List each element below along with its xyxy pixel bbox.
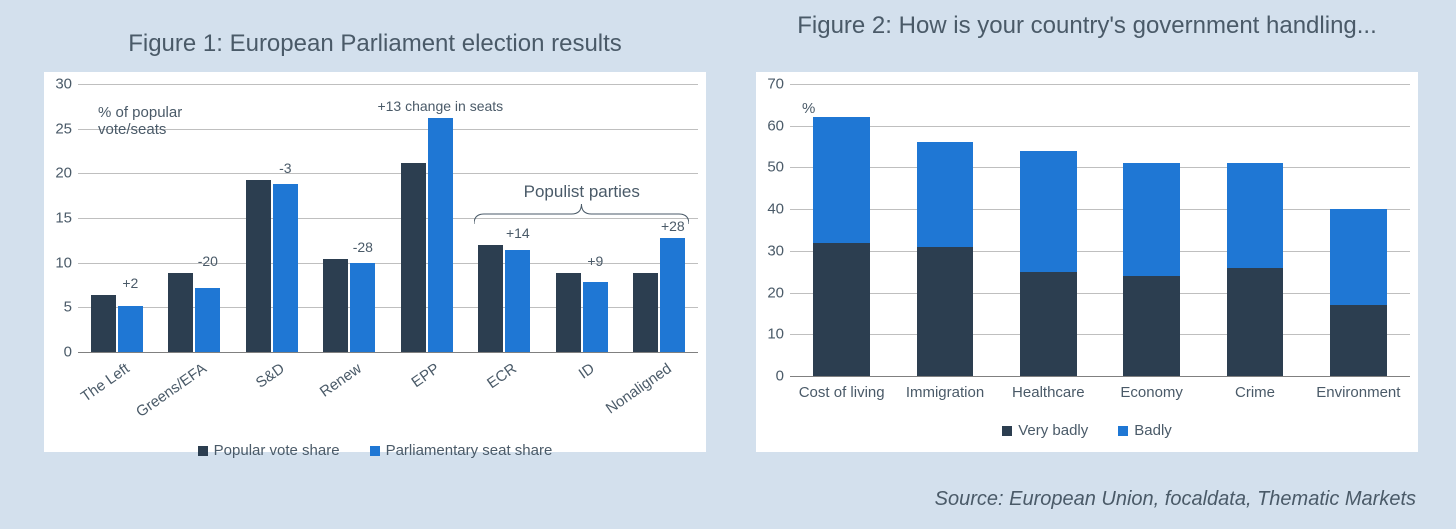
x-tick-label: Immigration — [906, 384, 984, 401]
change-label: +13 change in seats — [377, 98, 503, 114]
bar — [1020, 151, 1077, 272]
figure2-plot: 010203040506070Cost of livingImmigration… — [790, 84, 1410, 376]
gridline — [790, 84, 1410, 85]
x-tick-label: EPP — [408, 360, 442, 391]
x-tick-label: Renew — [317, 360, 365, 401]
legend-label: Badly — [1134, 422, 1172, 439]
bar — [660, 238, 685, 352]
figure1-axis-note: % of popularvote/seats — [98, 104, 182, 138]
change-label: +2 — [122, 275, 138, 291]
bar — [323, 259, 348, 352]
bar — [246, 180, 271, 352]
x-tick-label: Environment — [1316, 384, 1400, 401]
legend-swatch — [1118, 426, 1128, 436]
legend-item: Badly — [1118, 422, 1172, 439]
figure1-title: Figure 1: European Parliament election r… — [44, 30, 706, 58]
y-tick-label: 30 — [767, 242, 784, 259]
bar — [583, 282, 608, 352]
figure1-panel: 0 5 10 15 20 25 30 +2 The Left -20 Greens/EFA -3 S&D… — [44, 72, 706, 452]
legend-item: Parliamentary seat share — [370, 442, 553, 459]
legend-label: Popular vote share — [214, 442, 340, 459]
bar — [195, 288, 220, 352]
bar — [1020, 272, 1077, 376]
legend-swatch — [370, 446, 380, 456]
figure1-plot: 051015202530+2The Left-20Greens/EFA-3S&D… — [78, 84, 698, 352]
change-label: +9 — [587, 253, 603, 269]
source-text: Source: European Union, focaldata, Thema… — [935, 488, 1416, 511]
bar — [1227, 268, 1284, 376]
bar — [168, 273, 193, 352]
legend-swatch — [198, 446, 208, 456]
bar — [813, 243, 870, 376]
change-label: -3 — [279, 160, 291, 176]
change-label: +14 — [506, 225, 530, 241]
brace-icon — [474, 204, 689, 224]
bar — [917, 247, 974, 376]
bar — [91, 295, 116, 352]
gridline — [790, 251, 1410, 252]
y-tick-label: 15 — [55, 210, 72, 227]
y-tick-label: 60 — [767, 117, 784, 134]
bar — [1123, 276, 1180, 376]
bar — [118, 306, 143, 352]
bar — [273, 184, 298, 352]
bar — [813, 117, 870, 242]
gridline — [790, 209, 1410, 210]
bar — [478, 245, 503, 352]
x-tick-label: Economy — [1120, 384, 1183, 401]
gridline — [790, 126, 1410, 127]
y-tick-label: 30 — [55, 76, 72, 93]
y-tick-label: 10 — [767, 326, 784, 343]
gridline — [790, 334, 1410, 335]
bar — [428, 118, 453, 352]
x-tick-label: ID — [575, 360, 597, 383]
x-tick-label: Nonaligned — [603, 360, 675, 417]
gridline — [78, 84, 698, 85]
y-tick-label: 70 — [767, 76, 784, 93]
y-tick-label: 25 — [55, 120, 72, 137]
bar — [1330, 209, 1387, 305]
x-tick-label: Cost of living — [799, 384, 885, 401]
gridline — [78, 173, 698, 174]
gridline — [790, 167, 1410, 168]
gridline — [790, 293, 1410, 294]
figure2-panel: 0 10 20 30 40 50 60 70 Cost of living Immigration… — [756, 72, 1418, 452]
bar — [917, 142, 974, 246]
legend-label: Parliamentary seat share — [386, 442, 553, 459]
x-tick-label: Crime — [1235, 384, 1275, 401]
figure2-title: Figure 2: How is your country's governme… — [756, 12, 1418, 40]
figure2-legend: Very badly Badly — [756, 422, 1418, 439]
figure1-legend: Popular vote share Parliamentary seat sha… — [44, 442, 706, 459]
bar — [350, 263, 375, 352]
gridline — [78, 263, 698, 264]
bar — [505, 250, 530, 352]
bar — [556, 273, 581, 352]
x-tick-label: S&D — [252, 360, 287, 392]
y-tick-label: 0 — [64, 344, 72, 361]
y-tick-label: 20 — [55, 165, 72, 182]
bar — [1330, 305, 1387, 376]
x-tick-label: Greens/EFA — [133, 360, 210, 421]
legend-label: Very badly — [1018, 422, 1088, 439]
x-tick-label: ECR — [484, 360, 520, 392]
y-tick-label: 0 — [776, 368, 784, 385]
bar — [1227, 163, 1284, 267]
legend-swatch — [1002, 426, 1012, 436]
x-tick-label: Healthcare — [1012, 384, 1085, 401]
legend-item: Popular vote share — [198, 442, 340, 459]
bar — [633, 273, 658, 352]
bar — [401, 163, 426, 352]
brace-label: Populist parties — [524, 182, 640, 202]
figure2-axis-note: % — [802, 100, 815, 117]
x-tick-label: The Left — [78, 360, 133, 405]
y-tick-label: 5 — [64, 299, 72, 316]
bar — [1123, 163, 1180, 276]
y-tick-label: 20 — [767, 284, 784, 301]
y-tick-label: 10 — [55, 254, 72, 271]
change-label: -20 — [198, 253, 218, 269]
change-label: -28 — [353, 239, 373, 255]
y-tick-label: 50 — [767, 159, 784, 176]
y-tick-label: 40 — [767, 201, 784, 218]
legend-item: Very badly — [1002, 422, 1088, 439]
